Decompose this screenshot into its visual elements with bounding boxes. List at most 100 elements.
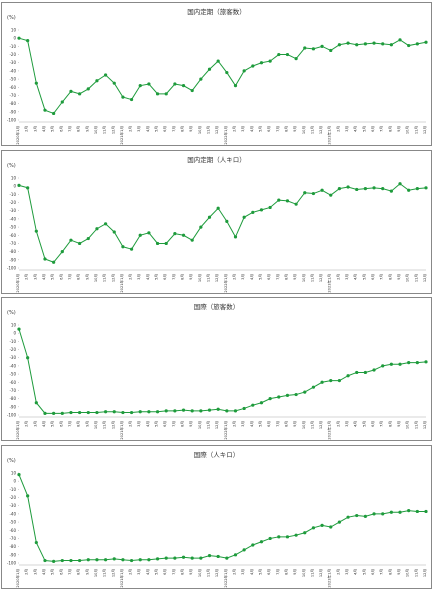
data-point [112,410,116,414]
x-tick-label: 10月 [301,421,306,429]
data-point [225,70,229,75]
data-point [86,558,90,562]
data-point [95,79,99,83]
x-tick-label: 8月 [76,126,81,132]
data-point [207,215,212,219]
data-point [363,370,367,375]
data-point [112,557,116,561]
x-tick-label: 7月 [275,569,280,575]
x-tick-label: 2月 [128,274,133,280]
y-tick-label: -50 [9,77,16,82]
chart-title: 国際（人キロ） [194,450,240,459]
y-tick-label: -20 [9,495,16,500]
x-tick-label: 12月 [318,274,323,282]
x-tick-label: 6月 [370,569,375,575]
data-point [294,57,298,61]
x-tick-label: 6月 [370,421,375,427]
data-point [60,100,64,104]
x-tick-label: 6月 [58,274,63,280]
data-point [43,411,47,415]
x-tick-label: 3月 [344,569,349,575]
data-point [17,327,21,331]
data-point [329,379,333,383]
data-point [173,232,177,236]
x-tick-label: 11月 [102,569,107,577]
x-tick-label: 10月 [405,274,410,282]
y-tick-label: -50 [9,372,16,377]
data-point [337,43,342,47]
x-tick-label: 7月 [67,421,72,427]
x-tick-label: 12月 [422,126,427,134]
data-point [355,43,359,47]
x-tick-label: 12月 [214,421,219,429]
data-point [329,48,333,53]
data-point [311,385,316,389]
x-tick-label: 10月 [93,126,98,134]
x-tick-label: 8月 [283,569,288,575]
data-point [138,233,142,237]
data-point [329,193,333,197]
data-point [303,46,307,50]
x-tick-label: 2023年1月 [327,421,332,440]
x-tick-label: 9月 [396,569,401,575]
data-point [242,215,246,219]
data-point [372,368,376,372]
data-point [121,558,125,562]
data-point [329,525,333,529]
data-point [155,92,160,96]
x-tick-label: 11月 [413,569,418,577]
x-tick-label: 4月 [145,421,150,427]
data-point [381,187,385,191]
x-tick-label: 5月 [361,421,366,427]
data-point [268,397,272,401]
data-point [259,540,264,544]
x-tick-label: 11月 [206,569,211,577]
data-point [181,555,186,559]
x-tick-label: 11月 [206,126,211,134]
data-point [355,370,359,375]
x-tick-label: 7月 [171,421,176,427]
x-tick-label: 11月 [102,274,107,282]
data-point [242,406,246,411]
y-tick-label: -60 [9,233,16,238]
y-axis-label: (%) [7,310,16,316]
x-tick-label: 8月 [76,274,81,280]
data-point [69,238,73,242]
data-point [199,409,203,413]
x-tick-label: 4月 [249,569,254,575]
data-point [52,260,56,264]
x-tick-label: 9月 [292,421,297,427]
x-tick-label: 12月 [110,421,115,429]
data-point [207,67,212,71]
x-tick-label: 8月 [180,421,185,427]
data-point [294,202,298,206]
y-tick-label: -80 [9,544,16,549]
x-tick-label: 4月 [353,569,358,575]
data-point [381,512,385,516]
data-point [95,227,99,231]
data-point [129,410,134,415]
data-point [155,557,160,561]
data-point [424,186,428,190]
y-tick-label: -70 [9,241,16,246]
data-point [355,187,359,192]
y-tick-label: -90 [9,552,16,557]
x-tick-label: 11月 [102,126,107,134]
data-point [346,515,350,519]
data-point [303,531,307,535]
x-tick-label: 4月 [41,421,46,427]
data-point [424,40,428,44]
y-tick-label: 0 [13,479,16,484]
x-tick-label: 3月 [344,274,349,280]
data-point [60,411,64,415]
data-point [199,77,203,81]
x-tick-label: 3月 [240,421,245,427]
data-point [78,92,82,96]
x-tick-label: 11月 [206,274,211,282]
data-point [285,393,290,397]
data-point [225,219,229,223]
data-point [103,73,108,77]
data-point [407,43,411,48]
data-point [259,61,264,65]
data-point [190,409,194,413]
